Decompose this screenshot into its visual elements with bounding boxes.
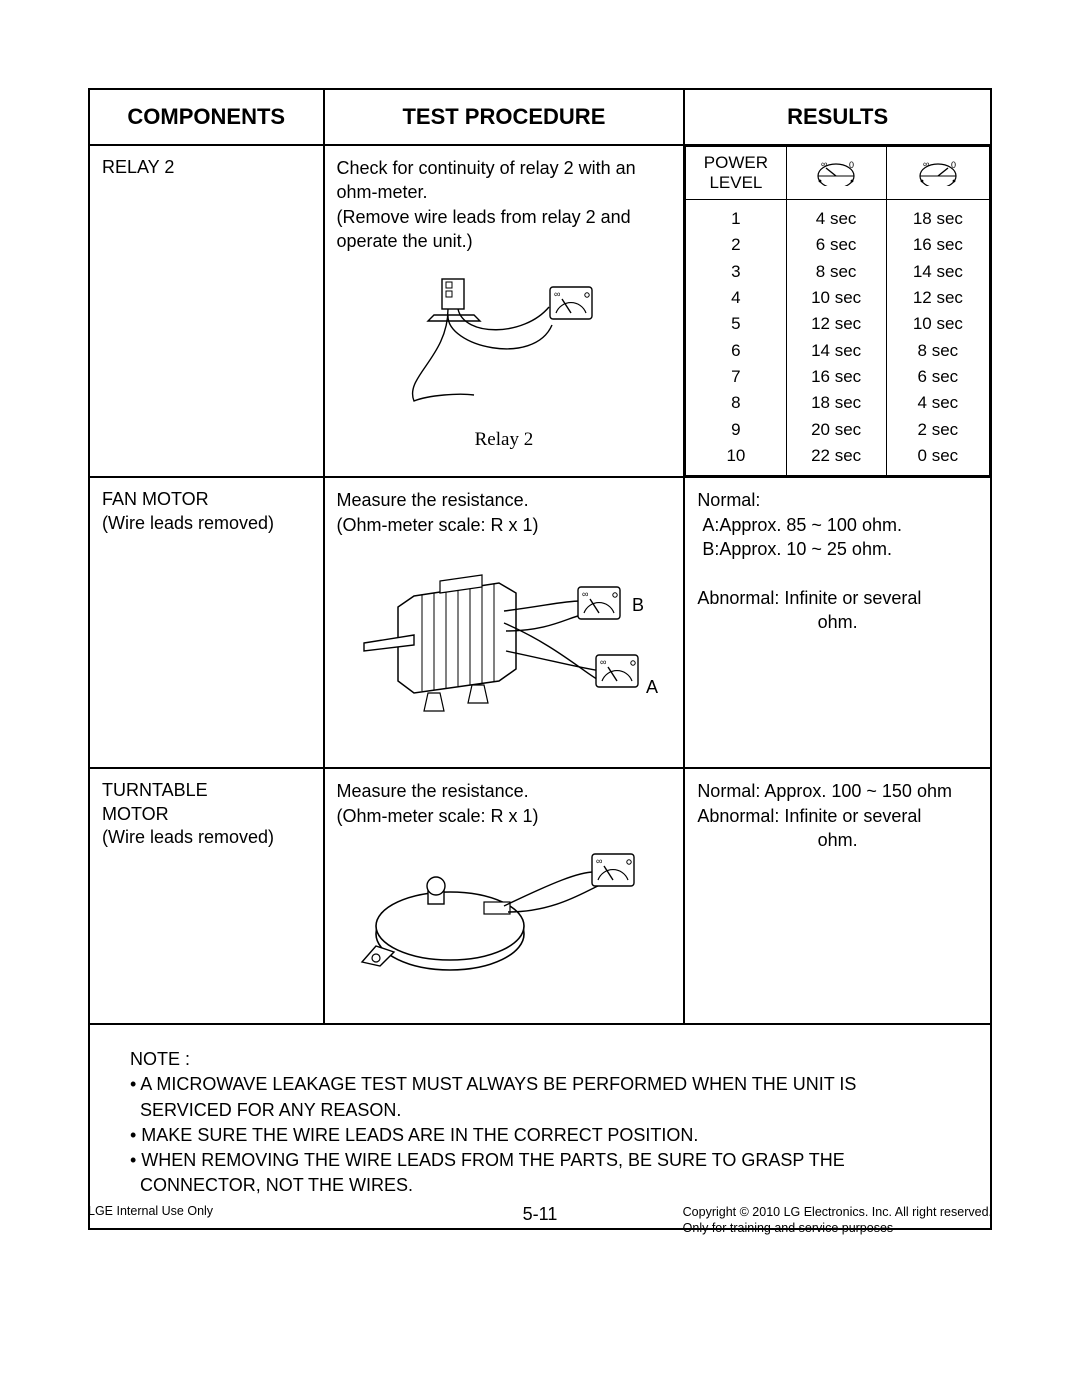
tt-res-l3: ohm. bbox=[818, 830, 858, 850]
header-results: RESULTS bbox=[684, 89, 991, 145]
relay2-proc-l1: Check for continuity of relay 2 with an bbox=[337, 158, 636, 178]
relay2-proc-l4: operate the unit.) bbox=[337, 231, 473, 251]
power-level-l1: POWER bbox=[704, 153, 768, 172]
off-5: 10 sec bbox=[913, 314, 963, 333]
note-b3: • WHEN REMOVING THE WIRE LEADS FROM THE … bbox=[130, 1150, 845, 1170]
note-b2: • MAKE SURE THE WIRE LEADS ARE IN THE CO… bbox=[130, 1125, 698, 1145]
on-8: 18 sec bbox=[811, 393, 861, 412]
page-content: COMPONENTS TEST PROCEDURE RESULTS RELAY … bbox=[88, 88, 992, 1230]
relay2-name: RELAY 2 bbox=[102, 157, 174, 177]
lvl-5: 5 bbox=[731, 314, 740, 333]
off-1: 18 sec bbox=[913, 209, 963, 228]
lvl-9: 9 bbox=[731, 420, 740, 439]
note-b3b: CONNECTOR, NOT THE WIRES. bbox=[140, 1175, 413, 1195]
power-level-l2: LEVEL bbox=[709, 173, 762, 192]
tt-name-l2: MOTOR bbox=[102, 804, 169, 824]
tt-res-l2: Abnormal: Infinite or several bbox=[697, 806, 921, 826]
fan-res-l2: A:Approx. 85 ~ 100 ohm. bbox=[702, 515, 902, 535]
lvl-1: 1 bbox=[731, 209, 740, 228]
fan-res-l4: Abnormal: Infinite or several bbox=[697, 588, 921, 608]
fan-label-a: A bbox=[646, 677, 658, 697]
relay2-proc-l3: (Remove wire leads from relay 2 and bbox=[337, 207, 631, 227]
fan-res-l3: B:Approx. 10 ~ 25 ohm. bbox=[702, 539, 892, 559]
off-9: 2 sec bbox=[918, 420, 959, 439]
meter-open-icon bbox=[814, 156, 858, 186]
fan-diagram: B A bbox=[337, 551, 672, 757]
lvl-2: 2 bbox=[731, 235, 740, 254]
on-2: 6 sec bbox=[816, 235, 857, 254]
note-label: NOTE : bbox=[130, 1047, 190, 1072]
row-note: NOTE : • A MICROWAVE LEAKAGE TEST MUST A… bbox=[89, 1024, 991, 1229]
relay2-results-table: POWER LEVEL 1 2 bbox=[685, 146, 990, 476]
fan-res-l1: Normal: bbox=[697, 490, 760, 510]
off-3: 14 sec bbox=[913, 262, 963, 281]
off-10: 0 sec bbox=[918, 446, 959, 465]
lvl-8: 8 bbox=[731, 393, 740, 412]
row-fan-motor: FAN MOTOR (Wire leads removed) Measure t… bbox=[89, 477, 991, 768]
tt-name-l1: TURNTABLE bbox=[102, 780, 208, 800]
tt-res-l1: Normal: Approx. 100 ~ 150 ohm bbox=[697, 781, 952, 801]
row-relay2: RELAY 2 Check for continuity of relay 2 … bbox=[89, 145, 991, 477]
footer-right-l1: Copyright © 2010 LG Electronics. Inc. Al… bbox=[683, 1205, 992, 1219]
header-components: COMPONENTS bbox=[89, 89, 324, 145]
on-9: 20 sec bbox=[811, 420, 861, 439]
on-1: 4 sec bbox=[816, 209, 857, 228]
meter-closed-icon bbox=[916, 156, 960, 186]
row-turntable-motor: TURNTABLE MOTOR (Wire leads removed) Mea… bbox=[89, 768, 991, 1024]
fan-name-l1: FAN MOTOR bbox=[102, 489, 209, 509]
on-4: 10 sec bbox=[811, 288, 861, 307]
on-7: 16 sec bbox=[811, 367, 861, 386]
tt-name-l3: (Wire leads removed) bbox=[102, 827, 274, 847]
on-10: 22 sec bbox=[811, 446, 861, 465]
fan-name-l2: (Wire leads removed) bbox=[102, 513, 274, 533]
off-8: 4 sec bbox=[918, 393, 959, 412]
on-3: 8 sec bbox=[816, 262, 857, 281]
header-procedure: TEST PROCEDURE bbox=[324, 89, 685, 145]
fan-proc-l1: Measure the resistance. bbox=[337, 490, 529, 510]
fan-proc-l2: (Ohm-meter scale: R x 1) bbox=[337, 515, 539, 535]
off-2: 16 sec bbox=[913, 235, 963, 254]
test-procedure-table: COMPONENTS TEST PROCEDURE RESULTS RELAY … bbox=[88, 88, 992, 1230]
lvl-7: 7 bbox=[731, 367, 740, 386]
off-4: 12 sec bbox=[913, 288, 963, 307]
relay2-diagram: Relay 2 bbox=[337, 267, 672, 453]
lvl-6: 6 bbox=[731, 341, 740, 360]
relay2-caption: Relay 2 bbox=[337, 427, 672, 453]
tt-proc-l2: (Ohm-meter scale: R x 1) bbox=[337, 806, 539, 826]
turntable-diagram bbox=[337, 842, 672, 1013]
lvl-4: 4 bbox=[731, 288, 740, 307]
note-b1b: SERVICED FOR ANY REASON. bbox=[140, 1100, 401, 1120]
on-5: 12 sec bbox=[811, 314, 861, 333]
on-6: 14 sec bbox=[811, 341, 861, 360]
relay2-proc-l2: ohm-meter. bbox=[337, 182, 428, 202]
fan-res-l5: ohm. bbox=[818, 612, 858, 632]
off-6: 8 sec bbox=[918, 341, 959, 360]
tt-proc-l1: Measure the resistance. bbox=[337, 781, 529, 801]
fan-label-b: B bbox=[632, 595, 644, 615]
lvl-3: 3 bbox=[731, 262, 740, 281]
footer-right-l2: Only for training and service purposes bbox=[683, 1221, 894, 1235]
note-b1: • A MICROWAVE LEAKAGE TEST MUST ALWAYS B… bbox=[130, 1074, 856, 1094]
lvl-10: 10 bbox=[726, 446, 745, 465]
off-7: 6 sec bbox=[918, 367, 959, 386]
